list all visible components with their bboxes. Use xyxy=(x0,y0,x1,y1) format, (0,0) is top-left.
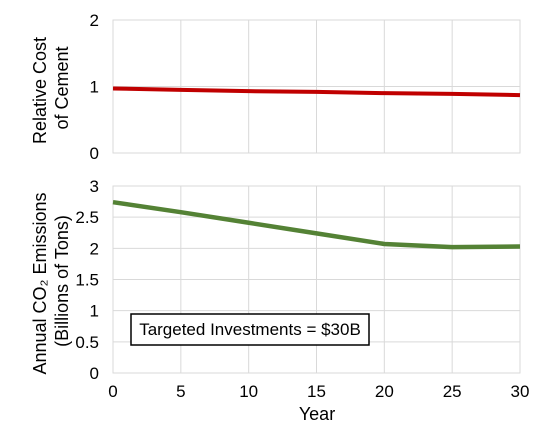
x-axis-label: Year xyxy=(299,404,335,424)
co2-emissions-y-tick-2: 1 xyxy=(90,302,99,321)
cement-cost-y-tick-2: 2 xyxy=(90,11,99,30)
cement-cost-y-tick-1: 1 xyxy=(90,78,99,97)
cement-cost-y-axis-label: Relative Cost of Cement xyxy=(30,32,72,144)
co2-emissions-x-tick-labels: 0 5 10 15 20 25 30 xyxy=(108,382,529,401)
co2-emissions-plot-frame xyxy=(112,185,521,374)
co2-emissions-y-tick-3: 1.5 xyxy=(75,271,99,290)
cement-cost-y-label-line-2: of Cement xyxy=(52,46,72,129)
co2-emissions-y-label-line-1: Annual CO₂ Emissions xyxy=(30,192,50,374)
co2-emissions-line xyxy=(112,199,521,250)
investment-annotation: Targeted Investments = $30B xyxy=(130,313,370,346)
cement-cost-y-label-line-1: Relative Cost xyxy=(30,37,50,144)
co2-emissions-y-tick-4: 2 xyxy=(90,239,99,258)
cement-cost-panel: 0 1 2 Relative Cost of Cement xyxy=(30,11,521,163)
co2-emissions-gridlines xyxy=(112,185,521,374)
x-tick-1: 5 xyxy=(176,382,185,401)
co2-emissions-y-tick-5: 2.5 xyxy=(75,208,99,227)
annotation-text: Targeted Investments = $30B xyxy=(139,320,361,339)
cement-cost-line xyxy=(112,86,521,98)
cement-cost-series xyxy=(112,86,521,98)
co2-emissions-y-tick-1: 0.5 xyxy=(75,333,99,352)
cement-cost-plot-frame xyxy=(112,19,521,154)
co2-emissions-panel: 0 0.5 1 1.5 2 2.5 3 0 5 10 15 20 25 30 Annual CO₂ Em… xyxy=(30,177,529,424)
co2-emissions-y-axis-label: Annual CO₂ Emissions (Billions of Tons) xyxy=(30,187,72,374)
x-tick-0: 0 xyxy=(108,382,117,401)
x-tick-5: 25 xyxy=(443,382,462,401)
cement-cost-y-tick-0: 0 xyxy=(90,144,99,163)
co2-emissions-y-tick-labels: 0 0.5 1 1.5 2 2.5 3 xyxy=(75,177,99,383)
x-tick-4: 20 xyxy=(375,382,394,401)
x-tick-2: 10 xyxy=(239,382,258,401)
x-tick-3: 15 xyxy=(307,382,326,401)
cement-cost-y-tick-labels: 0 1 2 xyxy=(90,11,99,163)
co2-emissions-series xyxy=(112,199,521,250)
annotation-box xyxy=(130,313,370,346)
co2-emissions-y-tick-6: 3 xyxy=(90,177,99,196)
co2-emissions-y-tick-0: 0 xyxy=(90,364,99,383)
co2-emissions-y-label-line-2: (Billions of Tons) xyxy=(52,215,72,347)
x-tick-6: 30 xyxy=(511,382,530,401)
cement-cost-gridlines xyxy=(112,19,521,154)
